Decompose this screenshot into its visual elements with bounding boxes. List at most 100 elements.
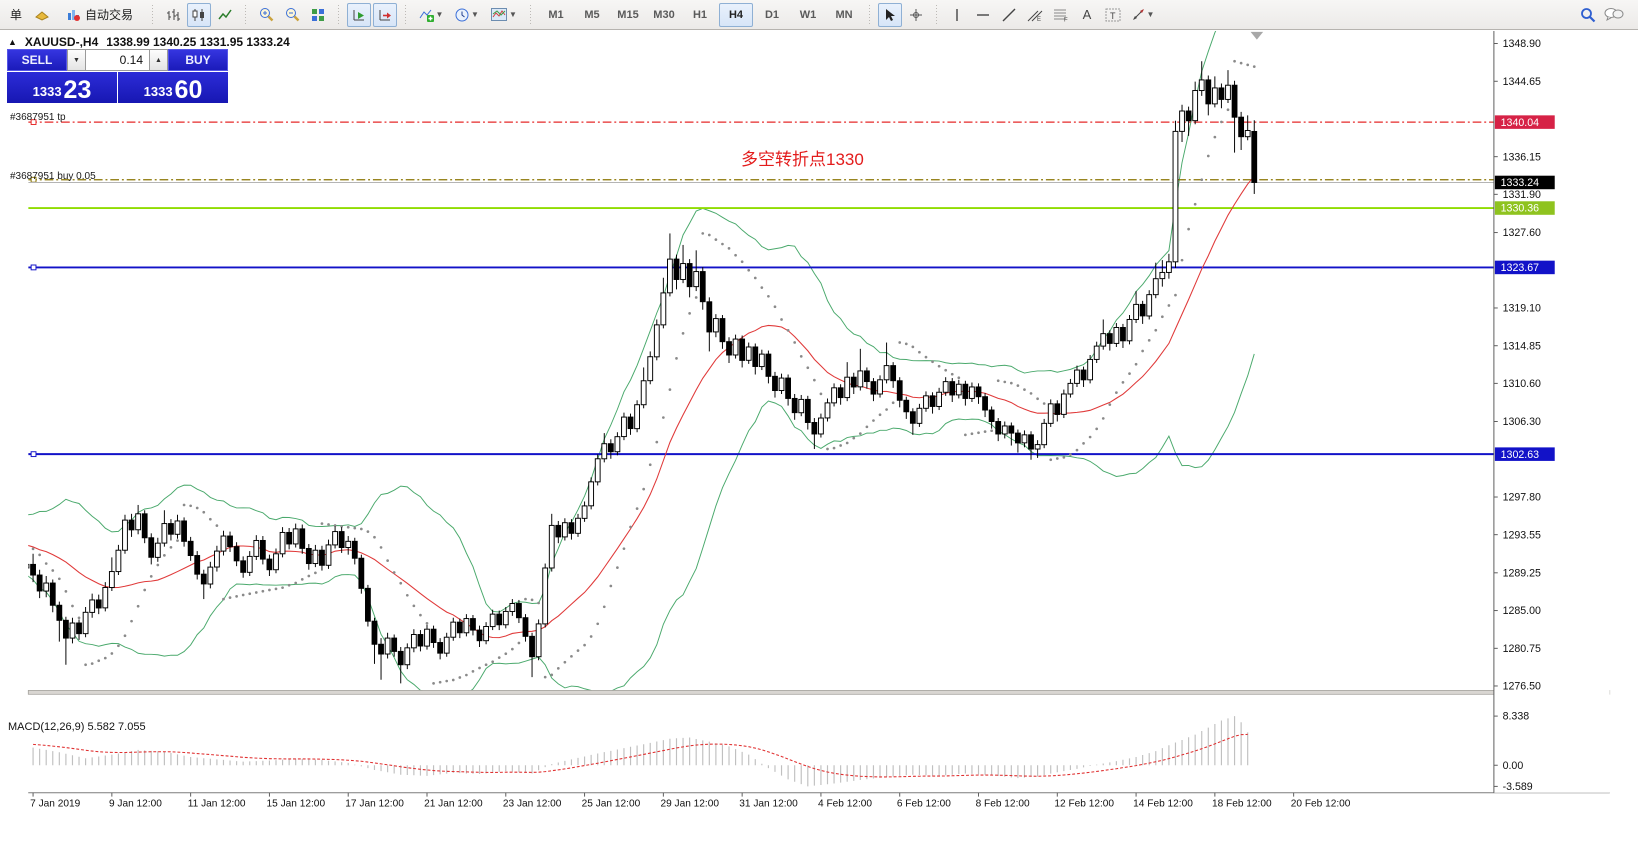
arrows-tool[interactable]: ▼: [1127, 3, 1159, 27]
svg-text:23 Jan 12:00: 23 Jan 12:00: [503, 798, 562, 809]
zoom-in-button[interactable]: [254, 3, 278, 27]
psar-dots: [31, 59, 1256, 685]
toolbar-separator: [403, 4, 408, 25]
svg-text:1314.85: 1314.85: [1503, 340, 1541, 352]
svg-text:1344.65: 1344.65: [1503, 76, 1541, 88]
level-1323-handle[interactable]: [30, 264, 37, 271]
price-badge-1333.24: 1333.24: [1494, 175, 1555, 190]
pane-splitter[interactable]: [27, 690, 1611, 695]
timeframe-group: M1 M5 M15 M30 H1 H4 D1 W1 MN: [535, 0, 865, 29]
volume-increase-button[interactable]: ▲: [149, 49, 168, 71]
price-axis-background: [1493, 30, 1610, 793]
price-axis[interactable]: 1348.90 1344.65 1336.15 1331.90 1327.60 1319.…: [1493, 38, 1555, 793]
candlestick-chart-button[interactable]: [187, 2, 211, 27]
symbol-title: XAUUSD-,H4: [24, 35, 99, 49]
chart-window[interactable]: 1348.90 1344.65 1336.15 1331.90 1327.60 1319.…: [0, 29, 1638, 842]
new-order-button[interactable]: 单: [9, 8, 22, 22]
svg-text:0.00: 0.00: [1503, 760, 1524, 772]
templates-button[interactable]: ▼: [486, 3, 522, 27]
svg-text:31 Jan 12:00: 31 Jan 12:00: [739, 798, 798, 809]
bar-chart-button[interactable]: [161, 3, 185, 27]
volume-decrease-button[interactable]: ▼: [67, 49, 86, 71]
price-chart-canvas[interactable]: 1348.90 1344.65 1336.15 1331.90 1327.60 1319.…: [0, 30, 1638, 842]
svg-text:1319.10: 1319.10: [1503, 303, 1541, 315]
chart-text-annotation[interactable]: 多空转折点1330: [741, 150, 864, 169]
chat-icon[interactable]: [1602, 3, 1626, 27]
main-toolbar: 单 自动交易: [0, 0, 1638, 30]
tp-line-handle[interactable]: [30, 119, 37, 126]
svg-text:7 Jan 2019: 7 Jan 2019: [30, 798, 80, 809]
text-label-tool[interactable]: T: [1101, 3, 1125, 27]
svg-text:17 Jan 12:00: 17 Jan 12:00: [345, 798, 404, 809]
one-click-trading-panel: SELL ▼ 0.14 ▲ BUY 1333 23 1333 60: [7, 49, 228, 103]
equidistant-channel-tool[interactable]: E: [1023, 3, 1047, 27]
volume-input[interactable]: 0.14: [86, 49, 149, 71]
timeframe-button-mn[interactable]: MN: [835, 8, 853, 21]
chevron-down-icon: ▼: [1146, 10, 1155, 19]
search-icon[interactable]: [1576, 3, 1600, 27]
timeframe-button-m15[interactable]: M15: [617, 8, 639, 21]
main-chart-pane[interactable]: [0, 30, 1494, 702]
svg-text:15 Jan 12:00: 15 Jan 12:00: [267, 798, 326, 809]
auto-scroll-button[interactable]: [347, 2, 371, 27]
vertical-line-tool[interactable]: [945, 3, 969, 27]
timeframe-button-m1[interactable]: M1: [548, 8, 564, 21]
svg-text:1333.24: 1333.24: [1501, 177, 1539, 189]
panel-collapse-icon[interactable]: ▲: [8, 37, 17, 47]
ask-price-small: 1333: [143, 84, 173, 99]
svg-text:1289.25: 1289.25: [1503, 567, 1541, 579]
svg-text:1310.60: 1310.60: [1503, 378, 1541, 390]
svg-text:1306.30: 1306.30: [1503, 416, 1541, 428]
tp-order-label[interactable]: #3687951 tp: [10, 112, 66, 123]
market-watch-icon[interactable]: [30, 3, 54, 27]
tile-windows-button[interactable]: [306, 3, 330, 27]
svg-text:21 Jan 12:00: 21 Jan 12:00: [424, 798, 483, 809]
ask-quote[interactable]: 1333 60: [118, 72, 228, 103]
periods-button[interactable]: ▼: [450, 3, 484, 27]
timeframe-button-w1[interactable]: W1: [799, 8, 817, 21]
svg-text:1302.63: 1302.63: [1501, 449, 1539, 461]
svg-text:-3.589: -3.589: [1503, 781, 1533, 793]
timeframe-button-d1[interactable]: D1: [764, 8, 780, 21]
bid-quote[interactable]: 1333 23: [7, 72, 117, 103]
macd-signal-line: [33, 733, 1248, 778]
buy-button[interactable]: BUY: [168, 49, 228, 71]
fibonacci-tool[interactable]: F: [1049, 3, 1073, 27]
svg-text:12 Feb 12:00: 12 Feb 12:00: [1054, 798, 1114, 809]
cursor-tool-button[interactable]: [878, 2, 902, 27]
level-1302-handle[interactable]: [30, 451, 37, 458]
svg-text:1330.36: 1330.36: [1501, 203, 1539, 215]
line-chart-button[interactable]: [213, 3, 237, 27]
timeframe-button-h1[interactable]: H1: [692, 8, 708, 21]
svg-text:1297.80: 1297.80: [1503, 492, 1541, 504]
bid-price-small: 1333: [32, 84, 62, 99]
svg-text:9 Jan 12:00: 9 Jan 12:00: [109, 798, 162, 809]
toolbar-separator: [934, 4, 939, 25]
trendline-tool[interactable]: [997, 3, 1021, 27]
text-tool[interactable]: A: [1082, 7, 1092, 22]
time-axis[interactable]: 7 Jan 2019 9 Jan 12:00 11 Jan 12:00 15 Jan …: [30, 792, 1351, 810]
svg-text:1348.90: 1348.90: [1503, 38, 1541, 50]
indicators-button[interactable]: ▼: [414, 3, 448, 27]
svg-text:1336.15: 1336.15: [1503, 151, 1541, 163]
crosshair-tool-button[interactable]: [904, 3, 928, 27]
svg-text:1327.60: 1327.60: [1503, 227, 1541, 239]
auto-trading-button[interactable]: 自动交易: [56, 3, 144, 27]
timeframe-button-m30[interactable]: M30: [653, 8, 675, 21]
svg-text:20 Feb 12:00: 20 Feb 12:00: [1291, 798, 1351, 809]
sell-button[interactable]: SELL: [7, 49, 67, 71]
chevron-down-icon: ▼: [471, 10, 479, 19]
candlestick-series: [28, 61, 1258, 684]
ohlc-values: 1338.99 1340.25 1331.95 1333.24: [106, 35, 290, 49]
timeframe-button-m5[interactable]: M5: [584, 8, 600, 21]
horizontal-line-tool[interactable]: [971, 3, 995, 27]
ask-price-big: 60: [174, 76, 203, 104]
chart-shift-button[interactable]: [373, 2, 397, 27]
svg-text:8.338: 8.338: [1503, 711, 1530, 723]
timeframe-button-h4[interactable]: H4: [719, 2, 753, 27]
svg-text:1340.04: 1340.04: [1501, 117, 1539, 129]
zoom-out-button[interactable]: [280, 3, 304, 27]
chart-shift-marker[interactable]: [1250, 31, 1264, 40]
buy-order-label[interactable]: #3687951 buy 0.05: [10, 171, 96, 182]
svg-text:F: F: [1064, 17, 1068, 22]
